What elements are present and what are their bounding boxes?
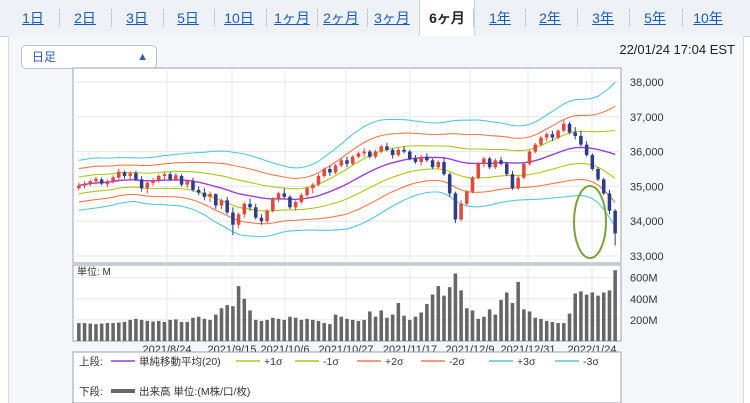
tab-1[interactable]: 1日 <box>22 10 44 26</box>
tab-separator <box>577 9 578 27</box>
interval-select-value: 日足 <box>32 50 57 64</box>
tab-2[interactable]: 2日 <box>74 10 96 26</box>
tab-6[interactable]: 1ヶ月 <box>274 10 310 26</box>
tab-14[interactable]: 10年 <box>693 10 723 26</box>
tab-12[interactable]: 3年 <box>592 10 614 26</box>
timestamp: 22/01/24 17:04 EST <box>619 42 735 57</box>
tab-separator <box>163 9 164 27</box>
tab-separator <box>59 9 60 27</box>
tab-separator <box>266 9 267 27</box>
tab-separator <box>214 9 215 27</box>
tab-separator <box>367 9 368 27</box>
tab-10[interactable]: 1年 <box>489 10 511 26</box>
tab-8[interactable]: 3ヶ月 <box>374 10 410 26</box>
interval-select[interactable]: 日足 ▲︎ <box>21 45 157 69</box>
updown-chevron-icon: ▲︎ <box>137 51 148 63</box>
tab-9[interactable]: 6ヶ月 <box>419 0 475 37</box>
tab-13[interactable]: 5年 <box>644 10 666 26</box>
tab-11[interactable]: 2年 <box>539 10 561 26</box>
tab-separator <box>682 9 683 27</box>
tab-7[interactable]: 2ヶ月 <box>323 10 359 26</box>
tab-5[interactable]: 10日 <box>224 10 254 26</box>
period-tabs: 1日 2日 3日 5日 10日 1ヶ月 2ヶ月 3ヶ月 6ヶ月 1年 2年 3年 5年 10年 <box>0 0 750 37</box>
tab-separator <box>629 9 630 27</box>
tab-separator <box>317 9 318 27</box>
tab-separator <box>525 9 526 27</box>
chart-panel: 日足 ▲︎ 22/01/24 17:04 EST <box>8 36 744 403</box>
tab-separator <box>111 9 112 27</box>
tab-3[interactable]: 3日 <box>126 10 148 26</box>
tab-4[interactable]: 5日 <box>177 10 199 26</box>
tab-separator <box>473 9 474 27</box>
